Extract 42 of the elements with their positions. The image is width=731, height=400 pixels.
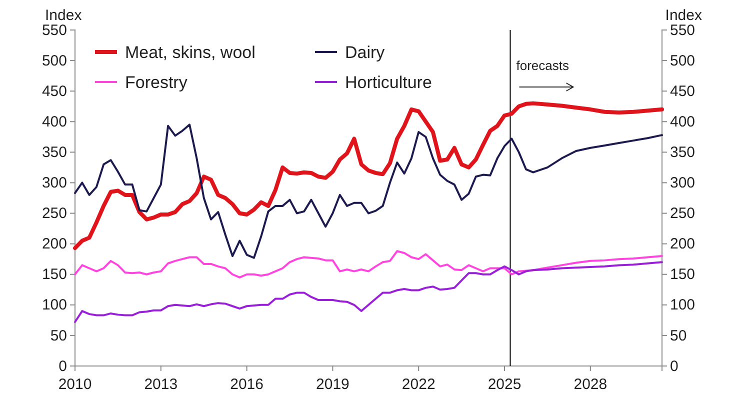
y2-tick-label: 500 [670,52,696,70]
y-tick-label: 450 [42,82,67,100]
line-series [74,250,663,278]
legend-label: Forestry [125,73,188,92]
legend-label: Meat, skins, wool [125,43,256,62]
y2-tick-label: 200 [670,236,696,253]
x-tick-label: 2019 [316,376,350,393]
y-tick-label: 100 [42,296,67,314]
y-tick-label: 50 [50,327,67,344]
y-tick-label: 300 [42,174,67,192]
y-tick-label: 550 [42,22,67,39]
y2-tick-label: 450 [670,82,696,100]
y-tick-label: 400 [42,113,67,130]
ref-line-label: forecasts [516,58,570,73]
x-tick-label: 2016 [230,376,264,393]
y2-tick-label: 250 [670,205,696,222]
y-tick-label: 150 [42,266,67,284]
y-tick-label: 500 [42,52,67,70]
y-tick-label: 350 [42,144,67,161]
y2-tick-label: 150 [670,266,696,284]
line-series [74,261,663,324]
y2-tick-label: 350 [670,144,696,161]
y2-tick-label: 0 [670,358,678,375]
x-tick-label: 2010 [58,376,92,393]
x-tick-label: 2013 [144,376,178,393]
y2-tick-label: 400 [670,113,696,130]
x-tick-label: 2025 [488,376,522,393]
y-tick-label: 250 [42,205,67,222]
line-series [73,101,664,250]
y2-axis-title: Index [665,7,702,24]
y2-tick-label: 300 [670,174,696,192]
y2-tick-label: 50 [670,327,687,344]
line-series [74,124,663,259]
legend-label: Horticulture [345,73,432,92]
y2-tick-label: 100 [670,296,696,314]
legend-label: Dairy [345,43,386,62]
y-axis-title: Index [45,7,82,24]
x-tick-label: 2028 [574,376,608,393]
y2-tick-label: 550 [670,22,696,39]
x-tick-label: 2022 [402,376,436,393]
y-tick-label: 200 [42,236,67,253]
y-tick-label: 0 [58,358,67,375]
